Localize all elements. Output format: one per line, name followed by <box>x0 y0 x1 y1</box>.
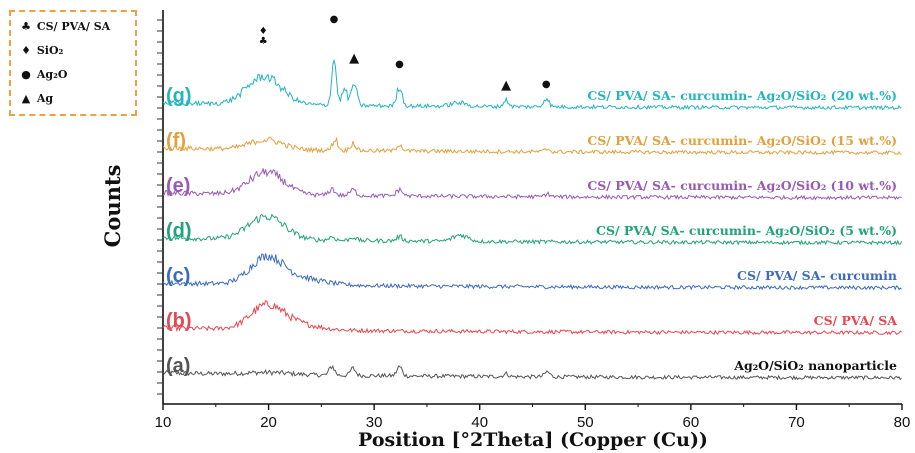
legend-item-sio2: ♦ SiO₂ <box>19 44 63 57</box>
x-tick-label: 80 <box>894 414 911 431</box>
series-name: CS/ PVA/ SA- curcumin- Ag₂O/SiO₂ (5 wt.%… <box>596 223 897 238</box>
series-letter: (e) <box>166 175 190 197</box>
series-line-b <box>162 300 902 336</box>
x-tick-label: 50 <box>577 414 594 431</box>
peak-marker: ♦ <box>259 26 268 37</box>
series-letter: (g) <box>166 85 192 107</box>
triangle-icon: ▲ <box>21 92 31 105</box>
series-line-c <box>162 253 902 291</box>
peak-marker: ▲ <box>501 78 511 93</box>
series-letter: (b) <box>166 310 192 332</box>
series-line-a <box>162 364 902 381</box>
club-icon: ♣ <box>21 20 31 33</box>
x-tick-label: 10 <box>155 414 172 431</box>
diamond-icon: ♦ <box>21 44 31 57</box>
series-letter: (f) <box>166 130 186 152</box>
circle-icon: ● <box>21 68 31 81</box>
series-name: Ag₂O/SiO₂ nanoparticle <box>733 358 897 373</box>
x-tick-label: 20 <box>260 414 277 431</box>
peak-marker: ● <box>330 14 339 25</box>
series-name: CS/ PVA/ SA- curcumin- Ag₂O/SiO₂ (10 wt.… <box>587 178 897 193</box>
series-name: CS/ PVA/ SA- curcumin- Ag₂O/SiO₂ (15 wt.… <box>587 133 897 148</box>
legend-item-ag2o: ● Ag₂O <box>19 68 67 81</box>
series-line-e <box>162 168 902 201</box>
peak-markers: ♦♣ ● ▲ ● ▲ ● <box>259 14 551 93</box>
series-letter: (c) <box>166 265 190 287</box>
plot-axes: 10 20 30 40 50 60 70 80 <box>155 10 911 431</box>
x-tick-label: 40 <box>471 414 488 431</box>
peak-marker: ● <box>542 79 551 90</box>
series-letter: (d) <box>166 220 192 242</box>
series-name: CS/ PVA/ SA- curcumin- Ag₂O/SiO₂ (20 wt.… <box>587 88 897 103</box>
x-tick-label: 70 <box>788 414 805 431</box>
series-layer <box>162 58 903 381</box>
series-name: CS/ PVA/ SA <box>814 313 898 328</box>
y-axis-label: Counts <box>100 165 125 248</box>
x-axis-label: Position [°2Theta] (Copper (Cu)) <box>358 429 708 451</box>
x-tick-label: 60 <box>683 414 700 431</box>
peak-marker: ▲ <box>349 51 359 66</box>
series-line-g <box>162 58 902 111</box>
series-labels: (a) Ag₂O/SiO₂ nanoparticle (b) CS/ PVA/ SA (… <box>166 85 897 377</box>
legend-item-cs-pva-sa: ♣ CS/ PVA/ SA <box>19 20 110 33</box>
series-line-d <box>162 213 903 246</box>
peak-marker: ● <box>395 59 404 70</box>
legend-item-ag: ▲ Ag <box>19 92 53 105</box>
series-letter: (a) <box>166 355 190 377</box>
legend: ♣ CS/ PVA/ SA ♦ SiO₂ ● Ag₂O ▲ Ag <box>9 10 137 116</box>
peak-marker: ♣ <box>259 36 268 47</box>
series-line-f <box>162 136 902 156</box>
series-name: CS/ PVA/ SA- curcumin <box>737 268 897 283</box>
x-tick-label: 30 <box>366 414 383 431</box>
